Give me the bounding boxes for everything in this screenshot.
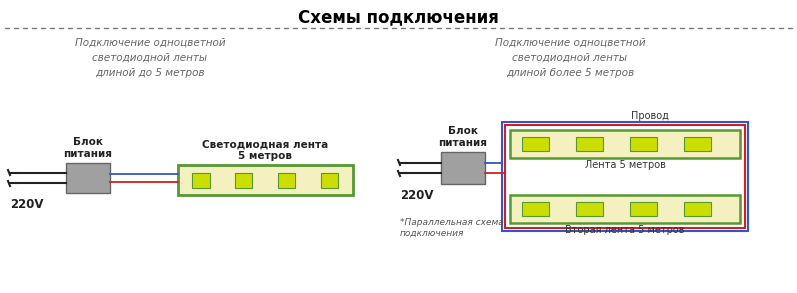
Bar (441, 152, 485, 184)
Bar (575, 137, 603, 151)
Bar (510, 195, 740, 223)
Text: *Параллельная схема
подключения: *Параллельная схема подключения (400, 218, 504, 237)
Bar (575, 202, 603, 216)
Text: Светодиодная лента
5 метров: Светодиодная лента 5 метров (202, 139, 328, 161)
Bar (192, 173, 210, 188)
Bar (178, 165, 353, 195)
Text: 220V: 220V (10, 198, 44, 211)
Bar (521, 137, 549, 151)
Bar (684, 137, 711, 151)
Bar (521, 202, 549, 216)
Bar (66, 163, 110, 193)
Bar (277, 173, 295, 188)
Bar (630, 202, 658, 216)
Bar (630, 137, 658, 151)
Bar (510, 130, 740, 158)
Text: Блок
питания: Блок питания (438, 126, 488, 148)
Text: Вторая лента 5 метров: Вторая лента 5 метров (565, 225, 685, 235)
Bar (684, 202, 711, 216)
Text: Подключение одноцветной
светодиодной ленты
длиной до 5 метров: Подключение одноцветной светодиодной лен… (75, 38, 226, 78)
Bar (502, 122, 748, 231)
Bar (235, 173, 253, 188)
Bar (505, 125, 745, 228)
Text: Лента 5 метров: Лента 5 метров (584, 160, 665, 170)
Bar (320, 173, 338, 188)
Text: 220V: 220V (400, 189, 434, 202)
Text: Подключение одноцветной
светодиодной ленты
длиной более 5 метров: Подключение одноцветной светодиодной лен… (495, 38, 646, 78)
Text: Блок
питания: Блок питания (64, 137, 112, 159)
Text: Схемы подключения: Схемы подключения (297, 8, 498, 26)
Text: Провод: Провод (630, 111, 669, 121)
